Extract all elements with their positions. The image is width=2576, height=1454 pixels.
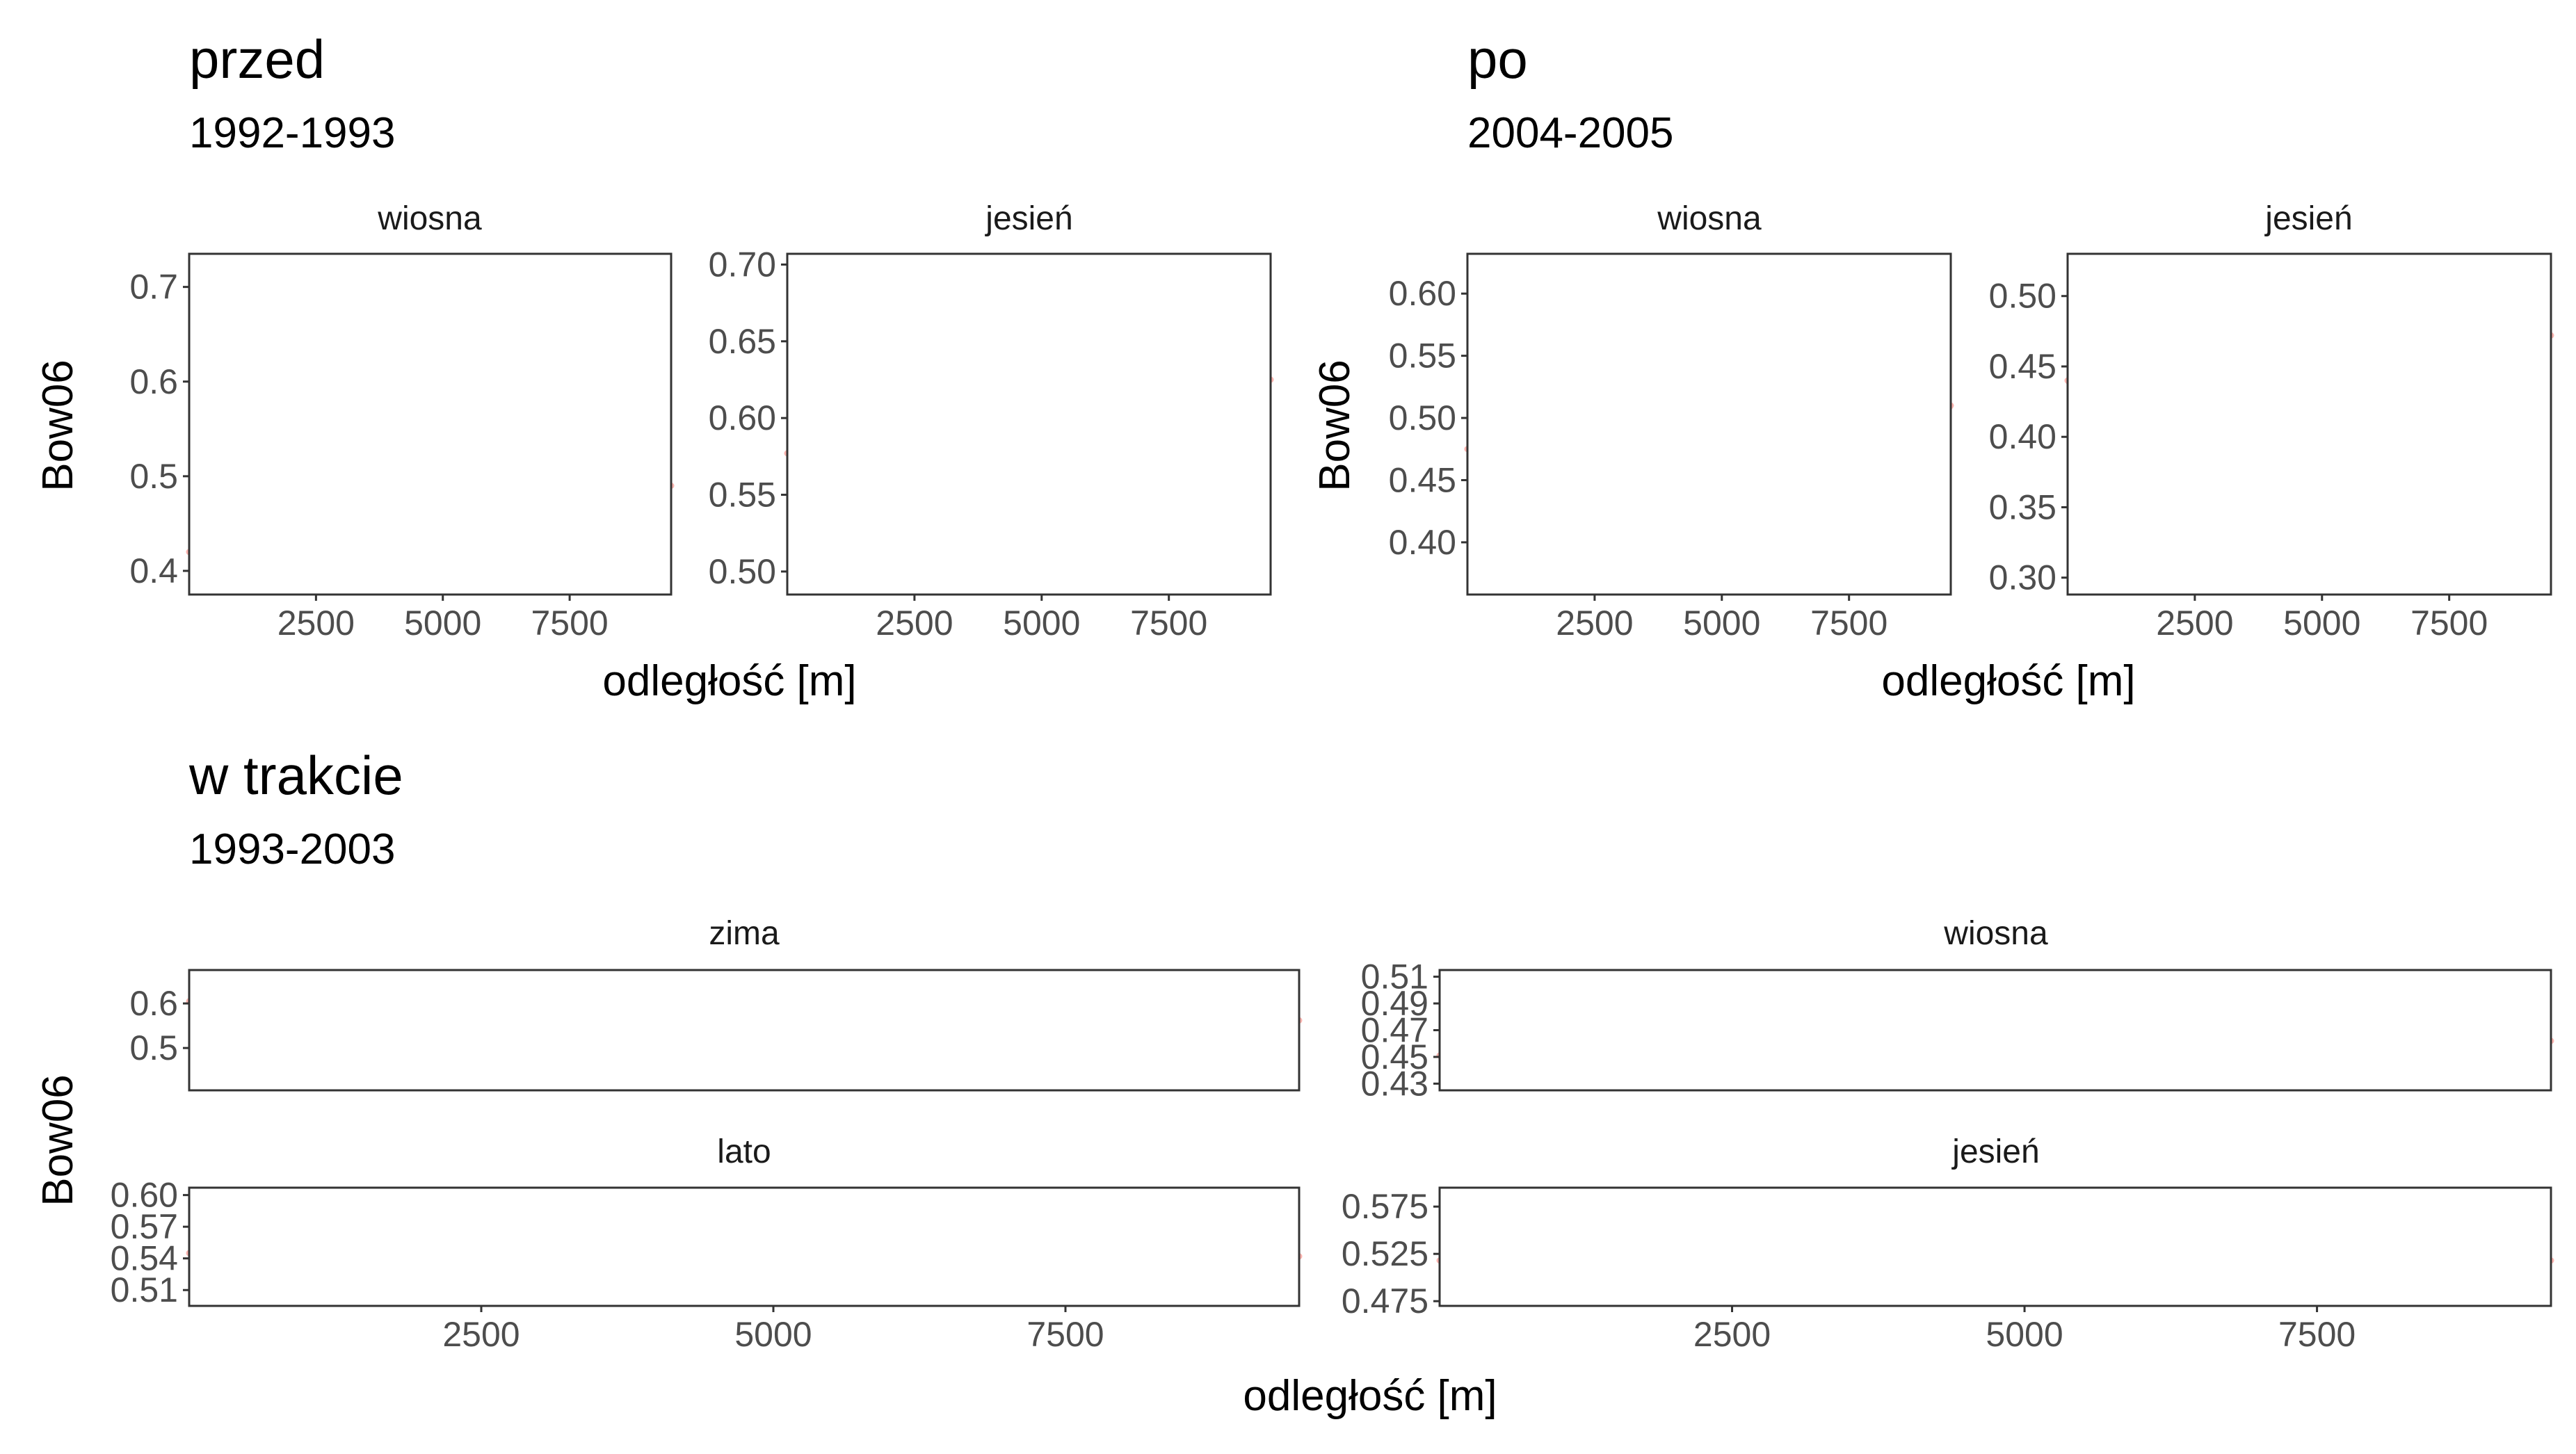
przed-wiosna-y-tick-label: 0.4 <box>129 551 178 590</box>
przed-wiosna-y-tick-label: 0.5 <box>129 457 178 496</box>
w-trakcie-jesien-strip: jesień <box>1951 1133 2039 1170</box>
przed-jesien-panel: 0.50 0.55 0.60 0.65 0.70 2500 5000 7500 <box>709 245 1274 643</box>
w-trakcie-wiosna-border <box>1438 969 2552 1092</box>
przed-jesien-x-tick-label: 2500 <box>876 604 953 643</box>
po-wiosna-strip: wiosna <box>1657 200 1762 237</box>
text-layer: przed 1992-1993 Bow06 odległość [m] wios… <box>34 29 2353 1420</box>
po-wiosna-y-tick-label: 0.40 <box>1389 523 1456 562</box>
w-trakcie-jesien-y-tick-label: 0.475 <box>1342 1282 1428 1320</box>
przed-wiosna-x-tick-label: 2500 <box>277 604 355 643</box>
przed-jesien-y-tick-label: 0.65 <box>709 322 776 361</box>
po-xlabel: odległość [m] <box>1881 657 2135 705</box>
przed-wiosna-panel: 0.4 0.5 0.6 0.7 2500 5000 7500 <box>129 252 675 643</box>
w-trakcie-lato-y-tick-label: 0.54 <box>111 1239 178 1278</box>
przed-wiosna-strip: wiosna <box>377 200 482 237</box>
po-wiosna-y-tick-label: 0.50 <box>1389 398 1456 437</box>
w-trakcie-jesien-y-tick-label: 0.525 <box>1342 1234 1428 1273</box>
w-trakcie-lato-x-tick-label: 5000 <box>734 1315 812 1354</box>
w-trakcie-zima-border <box>188 969 1301 1092</box>
w-trakcie-ylabel: Bow06 <box>34 1074 82 1206</box>
w-trakcie-title: w trakcie <box>188 745 403 806</box>
po-wiosna-x-tick-label: 2500 <box>1556 604 1633 643</box>
przed-wiosna-y-tick-label: 0.6 <box>129 362 178 401</box>
po-ylabel: Bow06 <box>1311 360 1359 492</box>
przed-ylabel: Bow06 <box>34 360 82 492</box>
przed-jesien-strip: jesień <box>984 200 1072 237</box>
przed-jesien-y-tick-label: 0.60 <box>709 398 776 437</box>
w-trakcie-jesien-x-tick-label: 7500 <box>2278 1315 2356 1354</box>
w-trakcie-wiosna-panel: 0.430.450.470.490.51 <box>1361 958 2554 1103</box>
w-trakcie-xlabel: odległość [m] <box>1243 1372 1497 1420</box>
w-trakcie-jesien-panel: 0.475 0.525 0.575 2500 5000 7500 <box>1342 1186 2554 1354</box>
po-jesien-strip: jesień <box>2264 200 2352 237</box>
w-trakcie-jesien-x-tick-label: 2500 <box>1693 1315 1771 1354</box>
przed-wiosna-x-tick-label: 5000 <box>404 604 481 643</box>
przed-xlabel: odległość [m] <box>602 657 856 705</box>
przed-jesien-border <box>786 252 1272 596</box>
po-jesien-panel: 0.30 0.35 0.40 0.45 0.50 2500 5000 7500 <box>1989 252 2554 643</box>
w-trakcie-wiosna-y-tick-label: 0.43 <box>1361 1064 1428 1103</box>
w-trakcie-lato-y-tick-label: 0.57 <box>111 1207 178 1246</box>
w-trakcie-jesien-x-tick-label: 5000 <box>1986 1315 2063 1354</box>
w-trakcie-zima-y-tick-label: 0.6 <box>129 984 178 1023</box>
po-wiosna-x-tick-label: 7500 <box>1810 604 1887 643</box>
po-title: po <box>1467 29 1528 90</box>
po-jesien-y-tick-label: 0.40 <box>1989 417 2056 456</box>
przed-subtitle: 1992-1993 <box>189 109 396 157</box>
po-jesien-y-tick-label: 0.50 <box>1989 277 2056 316</box>
po-subtitle: 2004-2005 <box>1467 109 1674 157</box>
przed-jesien-y-tick-label: 0.50 <box>709 552 776 591</box>
przed-wiosna-x-tick-label: 7500 <box>531 604 608 643</box>
przed-wiosna-y-tick-label: 0.7 <box>129 268 178 307</box>
w-trakcie-lato-x-tick-label: 7500 <box>1027 1315 1104 1354</box>
po-jesien-x-tick-label: 2500 <box>2156 604 2233 643</box>
po-wiosna-y-tick-label: 0.55 <box>1389 337 1456 375</box>
przed-jesien-y-tick-label: 0.55 <box>709 476 776 515</box>
po-jesien-y-tick-label: 0.35 <box>1989 487 2056 526</box>
po-jesien-y-tick-label: 0.30 <box>1989 558 2056 597</box>
w-trakcie-lato-border <box>188 1186 1301 1307</box>
w-trakcie-lato-y-tick-label: 0.51 <box>111 1270 178 1309</box>
w-trakcie-zima-panel: 0.50.6 <box>129 969 1303 1092</box>
w-trakcie-wiosna-y-tick-label: 0.49 <box>1361 984 1428 1023</box>
po-wiosna-y-tick-label: 0.45 <box>1389 460 1456 499</box>
w-trakcie-wiosna-y-tick-label: 0.51 <box>1361 958 1428 996</box>
przed-title: przed <box>189 29 325 90</box>
w-trakcie-wiosna-y-tick-label: 0.47 <box>1361 1011 1428 1050</box>
po-jesien-x-tick-label: 5000 <box>2283 604 2360 643</box>
w-trakcie-jesien-y-tick-label: 0.575 <box>1342 1187 1428 1226</box>
w-trakcie-lato-y-tick-label: 0.60 <box>111 1176 178 1215</box>
po-jesien-x-tick-label: 7500 <box>2410 604 2488 643</box>
przed-jesien-y-tick-label: 0.70 <box>709 245 776 284</box>
po-jesien-y-tick-label: 0.45 <box>1989 347 2056 386</box>
po-wiosna-y-tick-label: 0.60 <box>1389 274 1456 313</box>
w-trakcie-zima-y-tick-label: 0.5 <box>129 1028 178 1067</box>
w-trakcie-lato-x-tick-label: 2500 <box>442 1315 520 1354</box>
przed-jesien-x-tick-label: 5000 <box>1003 604 1080 643</box>
przed-wiosna-border <box>188 252 673 596</box>
po-wiosna-x-tick-label: 5000 <box>1683 604 1760 643</box>
po-jesien-border <box>2066 252 2552 596</box>
w-trakcie-wiosna-strip: wiosna <box>1943 915 2048 952</box>
przed-jesien-x-tick-label: 7500 <box>1130 604 1207 643</box>
po-wiosna-panel: 0.40 0.45 0.50 0.55 0.60 2500 5000 7500 <box>1389 252 1954 643</box>
w-trakcie-subtitle: 1993-2003 <box>189 825 396 873</box>
w-trakcie-zima-strip: zima <box>709 915 780 952</box>
po-wiosna-border <box>1466 252 1952 596</box>
w-trakcie-lato-strip: lato <box>717 1133 771 1170</box>
w-trakcie-lato-panel: 0.510.540.570.60 2500 5000 7500 <box>111 1176 1303 1354</box>
w-trakcie-wiosna-y-tick-label: 0.45 <box>1361 1037 1428 1076</box>
w-trakcie-jesien-border <box>1438 1186 2552 1307</box>
